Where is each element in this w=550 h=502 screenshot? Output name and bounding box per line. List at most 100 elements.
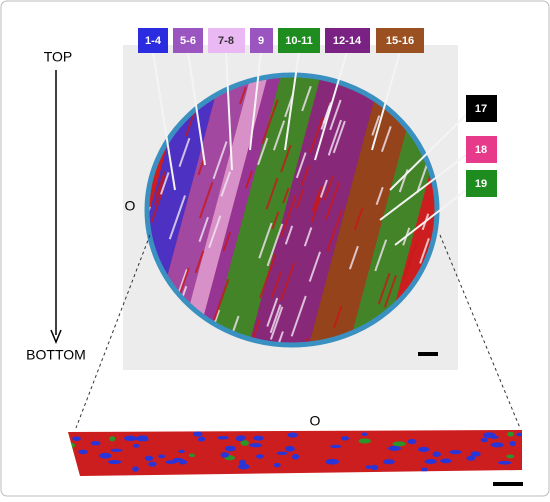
- striation: [159, 172, 170, 195]
- striation: [271, 271, 282, 298]
- segment-label: 18: [475, 144, 487, 156]
- striation: [194, 250, 205, 274]
- striation: [197, 158, 205, 176]
- speck: [188, 453, 195, 458]
- speck: [144, 455, 154, 461]
- stripe-band: [175, 77, 272, 343]
- origin-top: O: [125, 198, 136, 214]
- speck: [178, 449, 185, 454]
- speck: [132, 466, 139, 472]
- speck: [497, 460, 512, 465]
- striation: [322, 105, 331, 124]
- speck: [482, 432, 496, 439]
- speck: [135, 436, 149, 442]
- speck: [220, 452, 230, 458]
- striation: [308, 251, 322, 282]
- speck: [240, 440, 249, 446]
- speck: [365, 465, 373, 469]
- speck: [238, 463, 250, 470]
- stripe-band: [192, 77, 285, 343]
- striation: [168, 195, 186, 240]
- scale-bar: [418, 352, 438, 356]
- striation: [284, 225, 294, 245]
- segment-label: 5-6: [180, 35, 196, 47]
- striation: [269, 306, 284, 340]
- speck: [516, 432, 522, 437]
- side-view: [68, 430, 522, 476]
- striation: [220, 171, 232, 197]
- striation: [198, 181, 214, 219]
- speck: [285, 445, 295, 452]
- striation: [375, 186, 384, 206]
- speck: [291, 453, 300, 460]
- striation: [154, 171, 166, 198]
- striation: [371, 115, 381, 136]
- speck: [417, 446, 430, 453]
- speck: [440, 458, 452, 464]
- speck: [449, 450, 462, 455]
- striation: [348, 245, 359, 270]
- speck: [382, 459, 395, 465]
- stripe-band: [149, 77, 225, 343]
- speck: [276, 451, 288, 455]
- striation: [267, 331, 284, 343]
- striation: [265, 177, 279, 210]
- speck: [506, 454, 515, 459]
- speck: [78, 449, 88, 455]
- projection-line: [75, 234, 151, 429]
- speck: [273, 462, 281, 468]
- striation: [380, 126, 392, 153]
- striation: [258, 222, 273, 259]
- striation: [213, 278, 230, 321]
- speck: [466, 455, 476, 461]
- striation: [295, 189, 305, 209]
- striation: [402, 240, 418, 281]
- speck: [253, 435, 264, 441]
- speck: [90, 440, 101, 446]
- speck: [407, 438, 417, 445]
- origin-bottom: O: [310, 413, 321, 429]
- speck: [132, 443, 140, 448]
- segment-label: 12-14: [333, 35, 362, 47]
- striation: [383, 274, 397, 308]
- projection-line: [439, 234, 521, 429]
- top-label: TOP: [44, 49, 73, 65]
- speck: [330, 444, 342, 449]
- segment-label: 7-8: [218, 35, 234, 47]
- striation: [300, 165, 310, 186]
- speck: [507, 431, 514, 437]
- striation: [198, 216, 209, 242]
- striation: [261, 99, 279, 145]
- striation: [271, 211, 280, 230]
- striation: [282, 187, 290, 204]
- speck: [432, 451, 441, 457]
- striation: [301, 85, 312, 112]
- striation: [266, 297, 279, 327]
- striation: [239, 86, 247, 105]
- striation: [374, 239, 388, 272]
- striation: [329, 99, 342, 131]
- speck: [255, 454, 264, 459]
- speck: [509, 440, 516, 447]
- speck: [249, 443, 262, 448]
- leader-lines: [152, 51, 467, 246]
- striation: [279, 262, 296, 302]
- stripe-band: [305, 77, 425, 343]
- speck: [238, 459, 247, 466]
- speck: [392, 441, 406, 447]
- speck: [107, 459, 122, 465]
- striation: [280, 144, 292, 173]
- speck: [490, 442, 504, 448]
- striation: [326, 209, 343, 253]
- speck: [224, 445, 237, 452]
- speck: [235, 437, 245, 442]
- striation: [303, 227, 313, 247]
- scale-bar: [493, 482, 523, 486]
- striation: [222, 231, 232, 252]
- striation: [257, 137, 269, 166]
- speck: [72, 436, 81, 441]
- striation: [212, 141, 228, 180]
- striation: [244, 170, 253, 189]
- speck: [480, 437, 489, 443]
